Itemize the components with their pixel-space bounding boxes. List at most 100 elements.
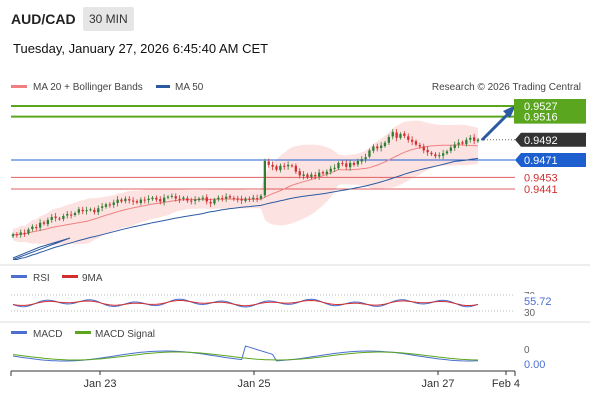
rsi-line <box>12 298 479 308</box>
candle-body <box>399 134 402 138</box>
candle-body <box>469 137 472 140</box>
candle-body <box>372 146 375 151</box>
candle <box>155 195 158 202</box>
candle <box>329 165 332 175</box>
x-tick-label: Jan 27 <box>421 378 454 390</box>
rsi-ma-legend-label: 9MA <box>82 273 103 284</box>
candle-body <box>151 197 154 200</box>
candle <box>163 194 166 206</box>
candle-body <box>27 229 30 234</box>
candle <box>27 227 30 236</box>
candle-body <box>101 206 104 208</box>
candle-body <box>108 204 111 206</box>
pivot-tag-bg <box>515 153 586 168</box>
candle <box>85 206 88 215</box>
macd-legend-swatch <box>11 331 27 334</box>
candle <box>66 211 69 219</box>
candle-body <box>360 159 363 162</box>
candle <box>116 196 119 207</box>
candle <box>360 156 363 165</box>
candle <box>287 161 290 170</box>
candle <box>383 140 387 148</box>
candle <box>426 146 429 156</box>
candle <box>166 194 170 200</box>
candle <box>256 194 259 203</box>
x-tick-label: Feb 4 <box>492 378 520 390</box>
candle-body <box>209 202 212 204</box>
candle <box>325 169 328 177</box>
main-legend: MA 20 + Bollinger Bands MA 50 Research ©… <box>11 82 581 93</box>
candle-body <box>116 199 119 203</box>
candle <box>197 196 201 202</box>
candle-body <box>473 137 476 141</box>
candle <box>465 137 468 147</box>
candle-body <box>314 175 317 177</box>
candle-body <box>190 200 193 202</box>
support-2-tag: 0.9441 <box>524 184 558 196</box>
candle <box>337 161 340 170</box>
macd-legend-label: MACD <box>33 329 62 340</box>
candle-body <box>380 145 383 148</box>
candle-body <box>306 174 309 178</box>
candle <box>341 160 344 167</box>
candle <box>186 195 189 203</box>
candle-body <box>58 218 61 220</box>
candle <box>135 199 139 205</box>
candle <box>442 149 445 160</box>
ma20-legend-swatch <box>11 85 27 88</box>
candle <box>143 196 146 204</box>
timeframe-badge[interactable]: 30 MIN <box>83 7 134 31</box>
resistance-2-tag: 0.9527 <box>524 101 558 113</box>
candle-body <box>287 164 290 167</box>
candle-body <box>391 132 394 137</box>
candle <box>414 139 418 147</box>
candle-body <box>422 146 425 151</box>
macd-value-label: 0.00 <box>524 359 545 371</box>
candle <box>190 197 193 205</box>
candle <box>399 132 402 140</box>
candle <box>387 134 390 145</box>
candle-body <box>120 199 123 202</box>
candle-body <box>395 132 398 138</box>
candle <box>438 152 441 159</box>
candle <box>259 194 263 201</box>
pivot-tag-text: 0.9471 <box>524 155 558 167</box>
candle-body <box>449 147 452 151</box>
candle <box>108 202 111 208</box>
candle-body <box>368 150 371 157</box>
candle <box>159 196 162 205</box>
candle-body <box>461 142 464 144</box>
candle <box>445 149 449 156</box>
candle-body <box>352 162 356 165</box>
candle-body <box>178 198 181 200</box>
key-levels <box>11 105 515 190</box>
candle-body <box>77 209 80 213</box>
rsi-value-tag <box>519 294 559 308</box>
candle-body <box>194 199 197 201</box>
candle-body <box>411 139 414 142</box>
candlesticks <box>11 129 480 239</box>
candle-body <box>290 165 294 167</box>
rsi-legend-label: RSI <box>33 273 50 284</box>
candle-body <box>403 133 406 136</box>
candle-body <box>279 165 282 171</box>
candle-body <box>310 174 313 177</box>
bollinger-band <box>13 120 478 245</box>
candle <box>298 168 301 179</box>
candle-body <box>66 214 69 216</box>
candle <box>318 169 321 180</box>
candle-body <box>19 232 22 235</box>
candle-body <box>267 161 270 165</box>
candle-body <box>35 227 38 229</box>
candle <box>279 163 282 173</box>
candle-body <box>81 209 84 212</box>
candle <box>225 193 228 203</box>
candle-body <box>240 199 243 201</box>
candle <box>89 207 92 212</box>
macd-panel <box>12 345 479 362</box>
candle <box>449 145 452 154</box>
candle-body <box>112 202 115 205</box>
last-price-tag-bg <box>515 132 586 147</box>
chart-header: AUD/CAD 30 MIN Tuesday, January 27, 2026… <box>0 0 590 70</box>
